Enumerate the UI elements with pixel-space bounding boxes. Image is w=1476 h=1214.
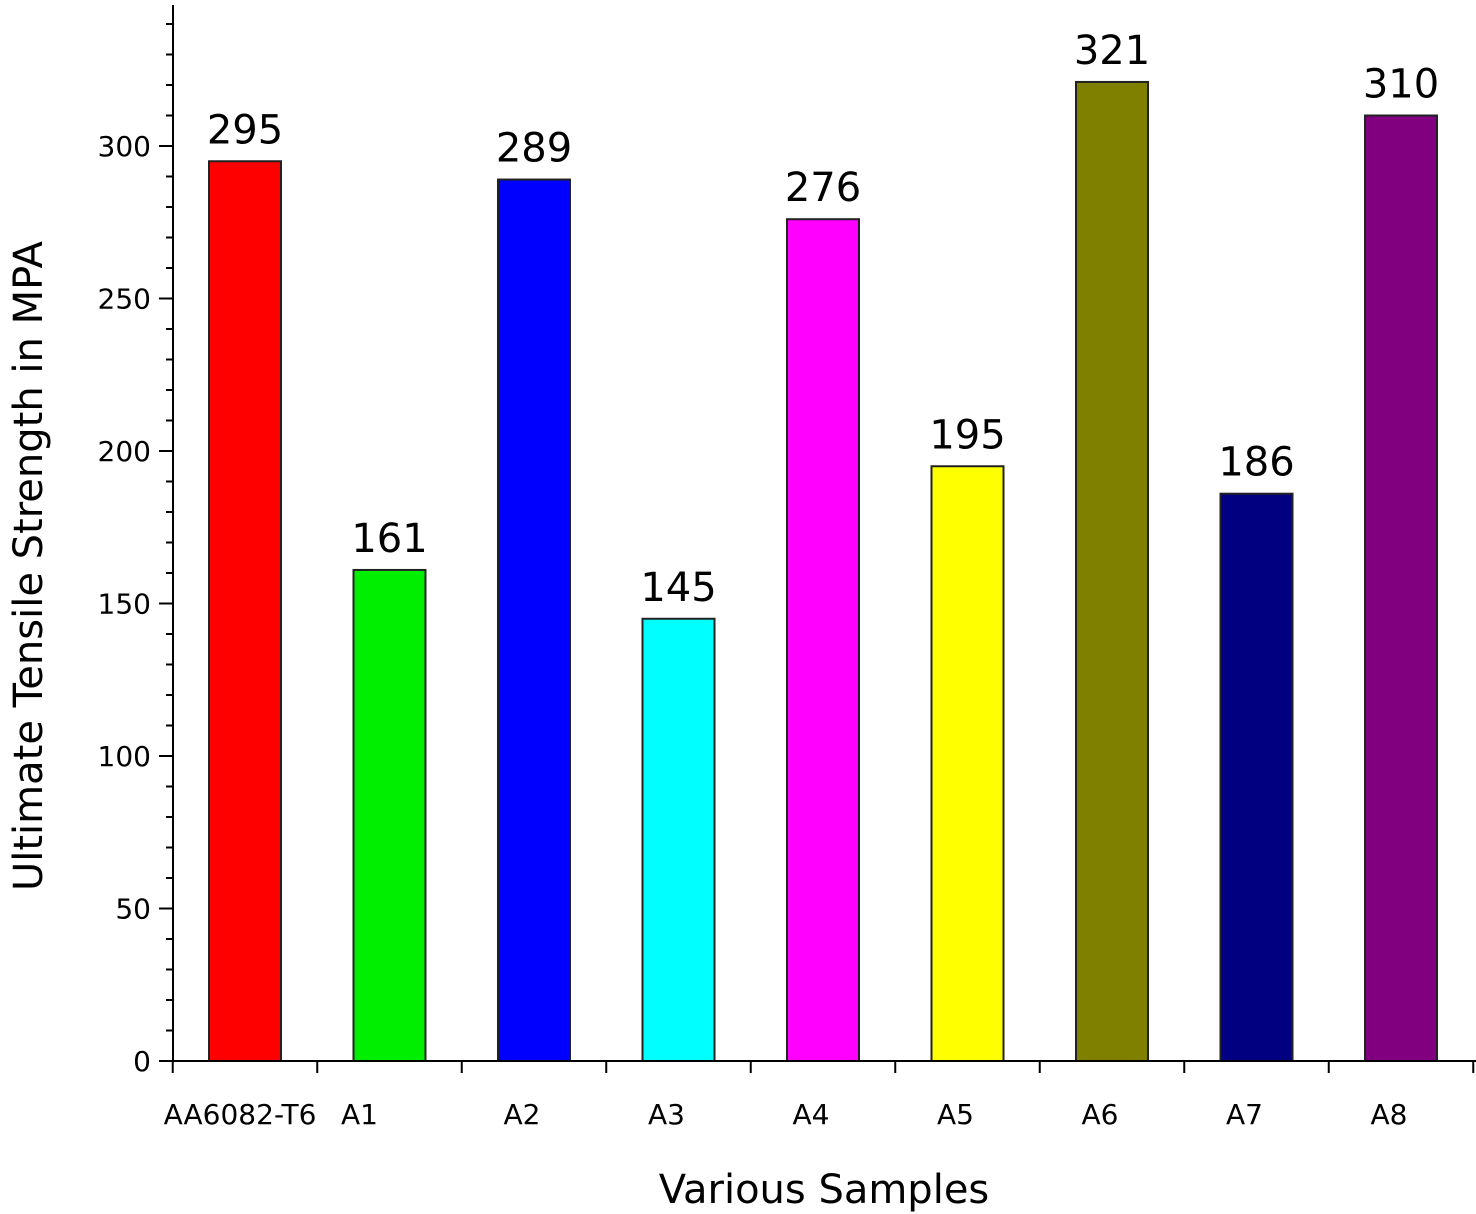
data-label: 145: [640, 565, 716, 611]
data-label: 321: [1074, 28, 1150, 74]
x-tick-label: A6: [1082, 1098, 1119, 1131]
x-ticks-group: AA6082-T6 A1 A2 A3 A4 A5 A6 A7 A8: [164, 1061, 1475, 1131]
x-axis-title: Various Samples: [659, 1167, 990, 1213]
x-tick-label: A2: [504, 1098, 541, 1131]
y-tick-label: 200: [98, 435, 151, 468]
bar-a2: [497, 178, 571, 1063]
bar-a5: [930, 465, 1005, 1062]
y-tick-label: 100: [98, 740, 151, 773]
axes-group: [172, 5, 1476, 1062]
y-tick-label: 300: [98, 130, 151, 163]
y-tick-label: 0: [133, 1045, 151, 1078]
x-tick-label: A7: [1226, 1098, 1263, 1131]
x-tick-label: A8: [1371, 1098, 1408, 1131]
x-tick-label: AA6082-T6: [164, 1098, 317, 1131]
data-label: 310: [1363, 62, 1439, 108]
bars-group: [208, 80, 1438, 1063]
data-label: 276: [785, 165, 861, 211]
data-labels-group: 295 161 289 145 276 195 321 186 310: [207, 28, 1439, 611]
data-label: 186: [1218, 440, 1294, 486]
x-tick-label: A1: [341, 1098, 378, 1131]
y-axis-title: Ultimate Tensile Strength in MPA: [6, 240, 52, 891]
data-label: 295: [207, 107, 283, 153]
bar-a8: [1364, 114, 1438, 1062]
x-tick-label: A3: [648, 1098, 685, 1131]
x-tick-label: A5: [937, 1098, 974, 1131]
x-tick-label: A4: [793, 1098, 830, 1131]
bar-a6: [1075, 80, 1149, 1062]
bar-a7: [1219, 492, 1294, 1062]
bar-a1: [352, 568, 427, 1062]
bar-a4: [786, 218, 860, 1062]
data-label: 289: [496, 126, 572, 172]
data-label: 161: [351, 516, 427, 562]
y-ticks-group: 0 50 100 150 200 250 300: [98, 23, 173, 1078]
data-label: 195: [929, 412, 1005, 458]
bar-a3: [641, 617, 716, 1062]
y-tick-label: 50: [115, 893, 151, 926]
y-tick-label: 250: [98, 283, 151, 316]
y-tick-label: 150: [98, 588, 151, 621]
bar-aa6082-t6: [208, 160, 282, 1062]
